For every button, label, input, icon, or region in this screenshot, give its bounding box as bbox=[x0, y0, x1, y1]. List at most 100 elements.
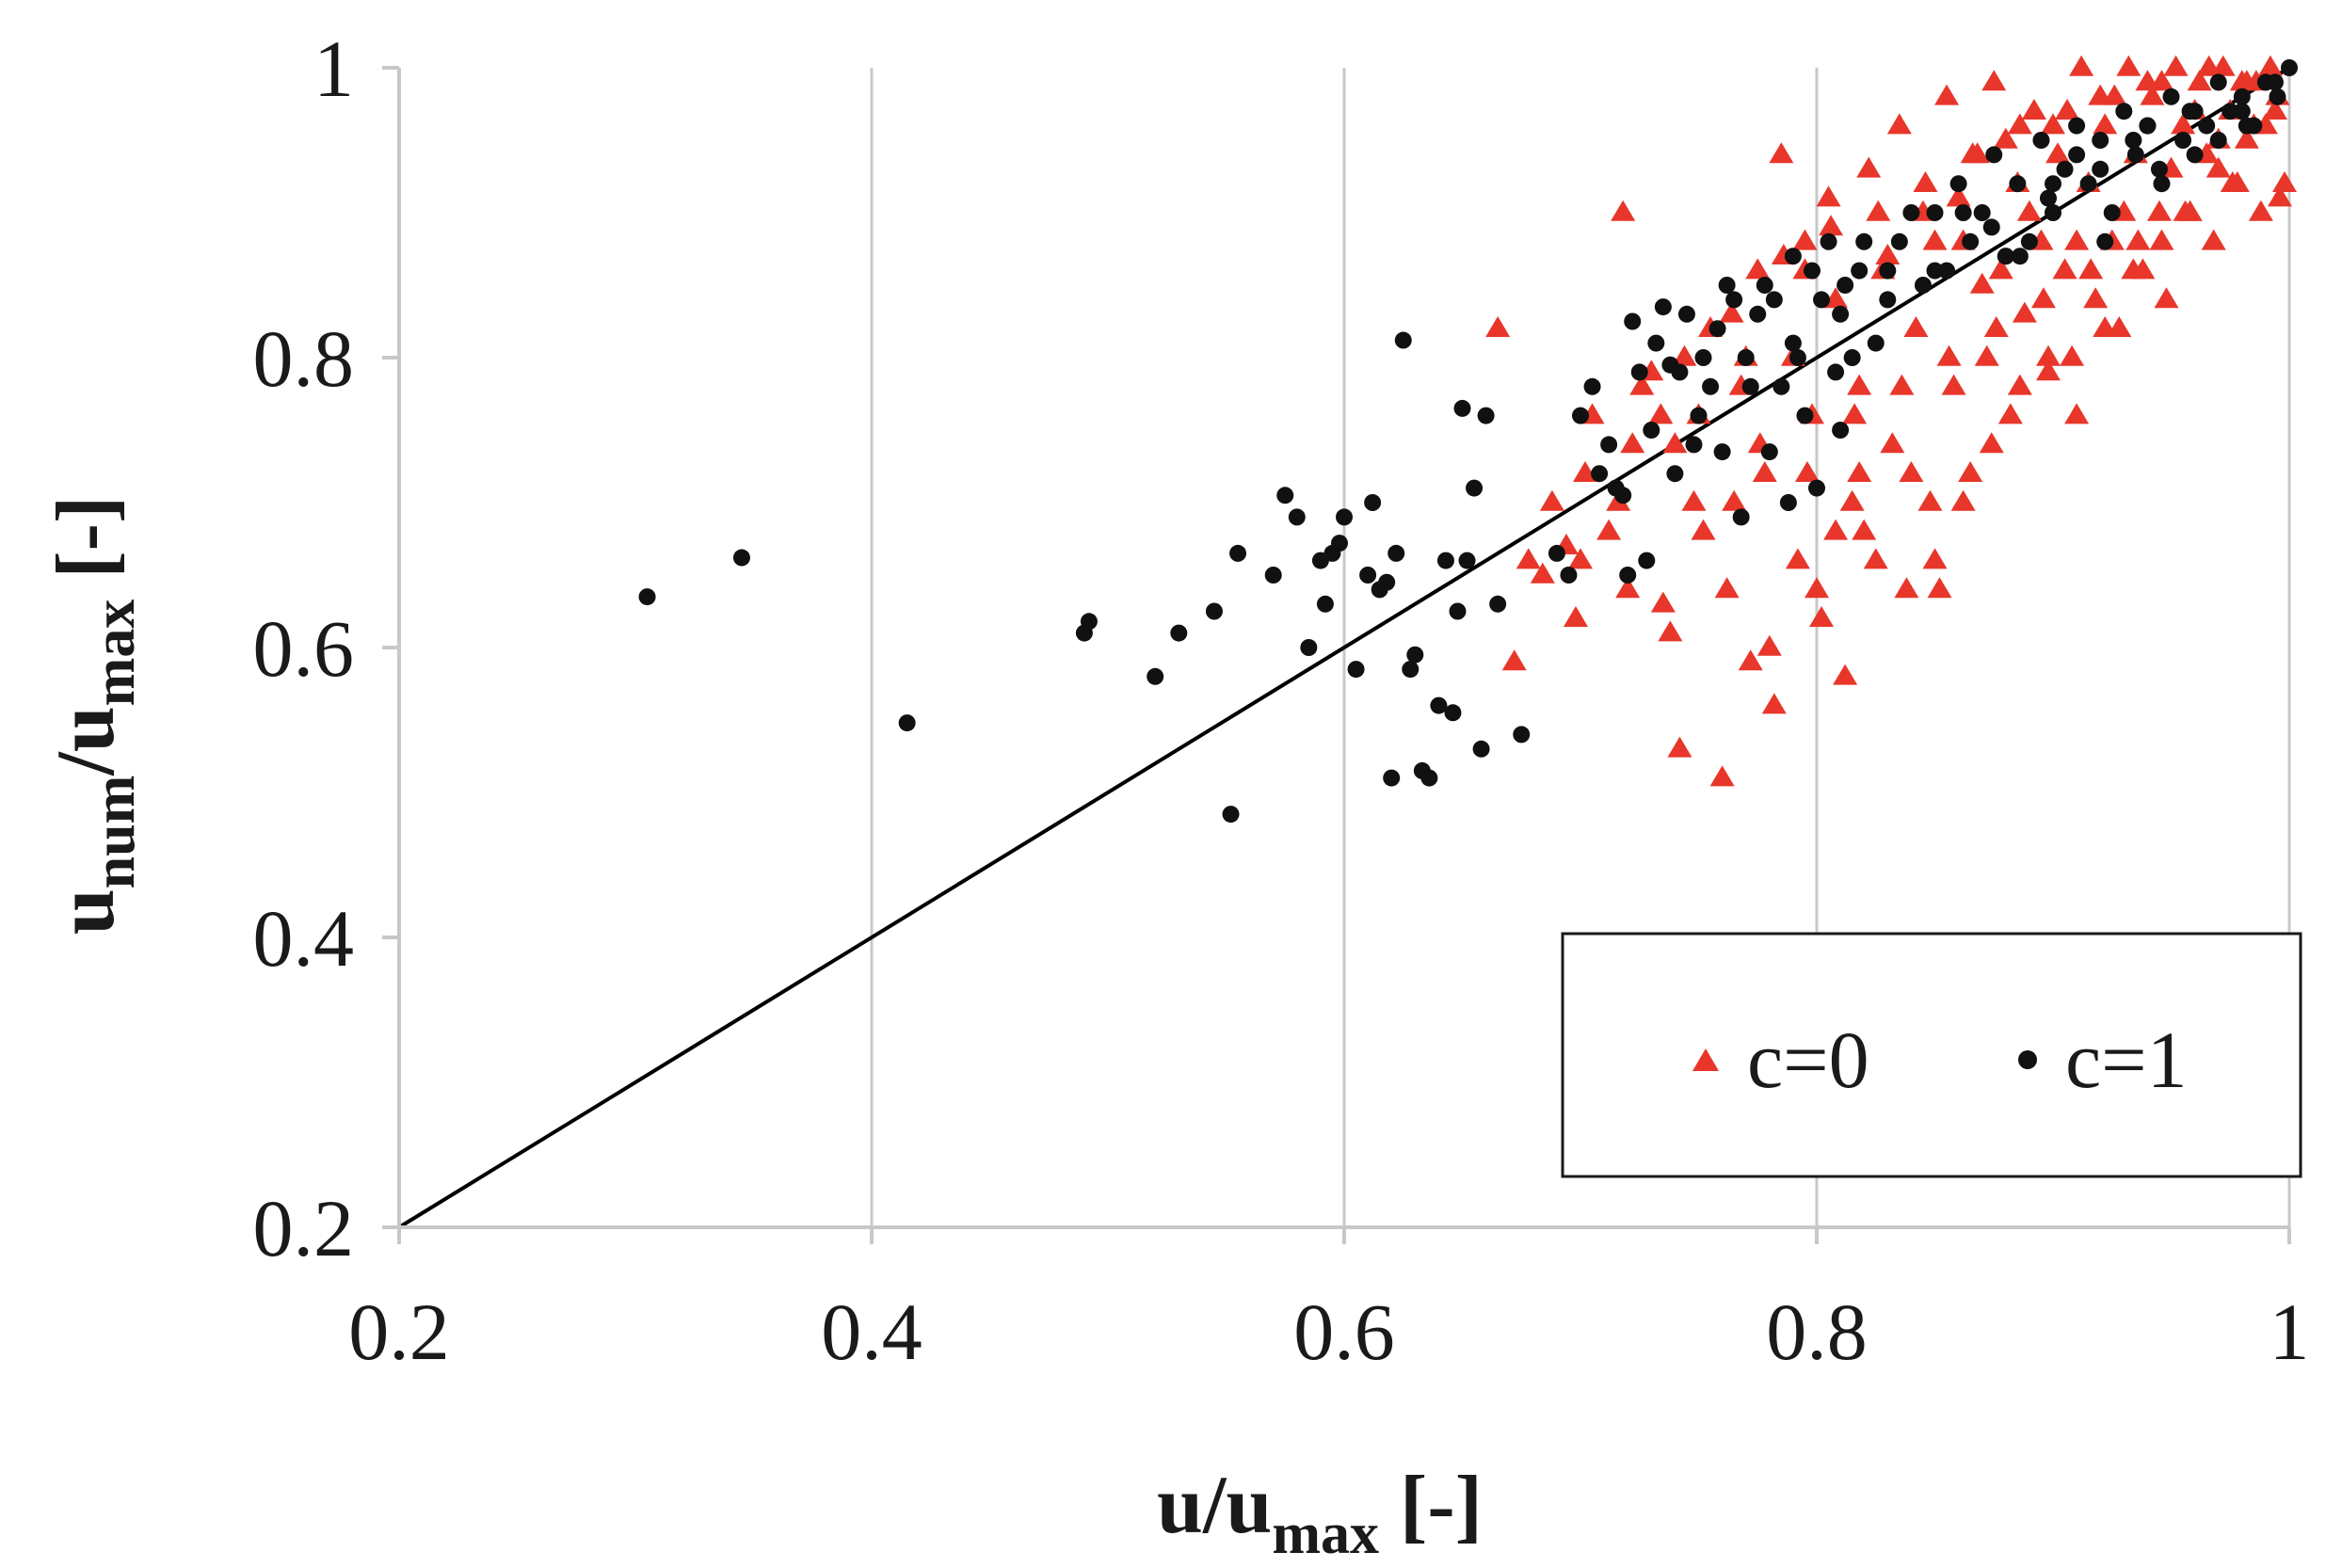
point-c0 bbox=[2012, 301, 2037, 323]
point-c0 bbox=[1993, 127, 2018, 149]
reference-line-layer bbox=[397, 66, 2291, 1229]
point-c0 bbox=[1819, 215, 1844, 236]
point-c1 bbox=[1827, 363, 1845, 381]
point-c0 bbox=[1833, 664, 1858, 685]
point-c1 bbox=[1205, 602, 1223, 620]
point-c1 bbox=[1962, 232, 1980, 250]
point-c1 bbox=[1803, 262, 1821, 280]
point-c1 bbox=[1276, 487, 1294, 504]
point-c0 bbox=[2041, 113, 2065, 135]
y-axis-label-mid: /u bbox=[40, 706, 132, 776]
point-c0 bbox=[2093, 113, 2118, 135]
point-c0 bbox=[1983, 316, 2009, 337]
point-c1 bbox=[1449, 602, 1467, 620]
point-c0 bbox=[1539, 489, 1564, 511]
y-tick-label-2: 0.6 bbox=[253, 603, 355, 694]
point-c0 bbox=[1573, 461, 1598, 482]
point-c0 bbox=[1752, 461, 1777, 482]
point-c0 bbox=[1889, 374, 1915, 395]
point-c1 bbox=[2139, 117, 2157, 135]
point-c0 bbox=[2146, 200, 2172, 221]
point-c0 bbox=[1516, 548, 1541, 569]
point-c0 bbox=[1568, 548, 1593, 569]
point-c1 bbox=[1647, 334, 1665, 352]
point-c0 bbox=[2220, 171, 2245, 192]
point-c1 bbox=[1690, 407, 1708, 424]
point-c0 bbox=[1960, 142, 1985, 164]
point-c1 bbox=[2269, 88, 2286, 105]
point-c0 bbox=[2248, 200, 2273, 221]
point-c0 bbox=[2064, 229, 2090, 250]
point-c1 bbox=[1364, 494, 1382, 511]
y-tick-label-3: 0.8 bbox=[253, 313, 355, 404]
point-c1 bbox=[1671, 363, 1689, 381]
point-c0 bbox=[1917, 489, 1943, 511]
point-c0 bbox=[2007, 374, 2032, 395]
point-c0 bbox=[1950, 489, 1976, 511]
point-c1 bbox=[732, 549, 750, 567]
point-c0 bbox=[1842, 403, 1868, 424]
point-c0 bbox=[1719, 301, 1744, 323]
y-tick-label-4: 1 bbox=[313, 24, 354, 114]
y-axis-label-main: u bbox=[40, 888, 132, 935]
point-c1 bbox=[1359, 567, 1377, 584]
y-axis-label: unum/umax [-] bbox=[40, 496, 147, 936]
point-c0 bbox=[1886, 113, 1912, 135]
point-c1 bbox=[1572, 407, 1589, 424]
point-c1 bbox=[1718, 277, 1736, 294]
point-c1 bbox=[1430, 696, 1448, 714]
point-c1 bbox=[1466, 479, 1484, 497]
x-tick-labels: 0.2 0.4 0.6 0.8 1 bbox=[348, 1287, 2309, 1377]
point-c0 bbox=[1974, 344, 1999, 366]
point-c1 bbox=[2096, 232, 2114, 250]
point-c0 bbox=[2262, 99, 2287, 120]
point-c1 bbox=[1837, 277, 1854, 294]
point-c1 bbox=[1694, 349, 1712, 366]
point-c1 bbox=[2281, 59, 2298, 76]
point-c0 bbox=[1958, 461, 1983, 482]
point-c1 bbox=[1229, 544, 1247, 562]
point-c0 bbox=[1894, 577, 1919, 599]
point-c0 bbox=[1866, 200, 1891, 221]
point-c1 bbox=[2233, 88, 2251, 105]
point-c0 bbox=[1946, 185, 1971, 207]
point-c0 bbox=[1816, 185, 1841, 207]
point-c1 bbox=[2068, 146, 2086, 164]
point-c1 bbox=[2020, 232, 2038, 250]
point-c1 bbox=[1985, 146, 2003, 164]
legend: c=0 c=1 bbox=[1561, 932, 2302, 1178]
point-c1 bbox=[1773, 377, 1790, 395]
point-c0 bbox=[1615, 577, 1641, 599]
point-c1 bbox=[1808, 479, 1825, 497]
point-c1 bbox=[1347, 661, 1365, 679]
point-c0 bbox=[2016, 200, 2042, 221]
point-c0 bbox=[1922, 548, 1948, 569]
point-c1 bbox=[1685, 436, 1703, 454]
point-c1 bbox=[1779, 494, 1797, 511]
x-tick-label-1: 0.4 bbox=[821, 1287, 922, 1377]
point-c0 bbox=[1596, 519, 1622, 540]
point-c1 bbox=[1591, 465, 1609, 483]
point-c0 bbox=[2007, 113, 2032, 135]
point-c0 bbox=[1672, 344, 1697, 366]
point-c0 bbox=[2149, 229, 2174, 250]
point-c1 bbox=[1796, 407, 1814, 424]
point-c1 bbox=[1813, 291, 1831, 309]
point-c1 bbox=[2222, 103, 2239, 120]
x-tick-label-0: 0.2 bbox=[348, 1287, 450, 1377]
point-c0 bbox=[1936, 344, 1962, 366]
point-c0 bbox=[2177, 200, 2203, 221]
point-c0 bbox=[1629, 374, 1655, 395]
point-c0 bbox=[1988, 258, 2013, 280]
point-c0 bbox=[1941, 374, 1966, 395]
point-c0 bbox=[1979, 432, 2004, 454]
y-axis-label-sub1: num bbox=[83, 776, 147, 889]
point-c1 bbox=[1954, 204, 1972, 221]
point-c1 bbox=[2092, 132, 2109, 149]
point-c0 bbox=[2206, 156, 2231, 178]
point-c0 bbox=[1611, 200, 1636, 221]
point-c0 bbox=[1662, 432, 1688, 454]
point-c1 bbox=[2186, 146, 2204, 164]
x-tick-label-2: 0.6 bbox=[1293, 1287, 1395, 1377]
point-c1 bbox=[1914, 277, 1932, 294]
